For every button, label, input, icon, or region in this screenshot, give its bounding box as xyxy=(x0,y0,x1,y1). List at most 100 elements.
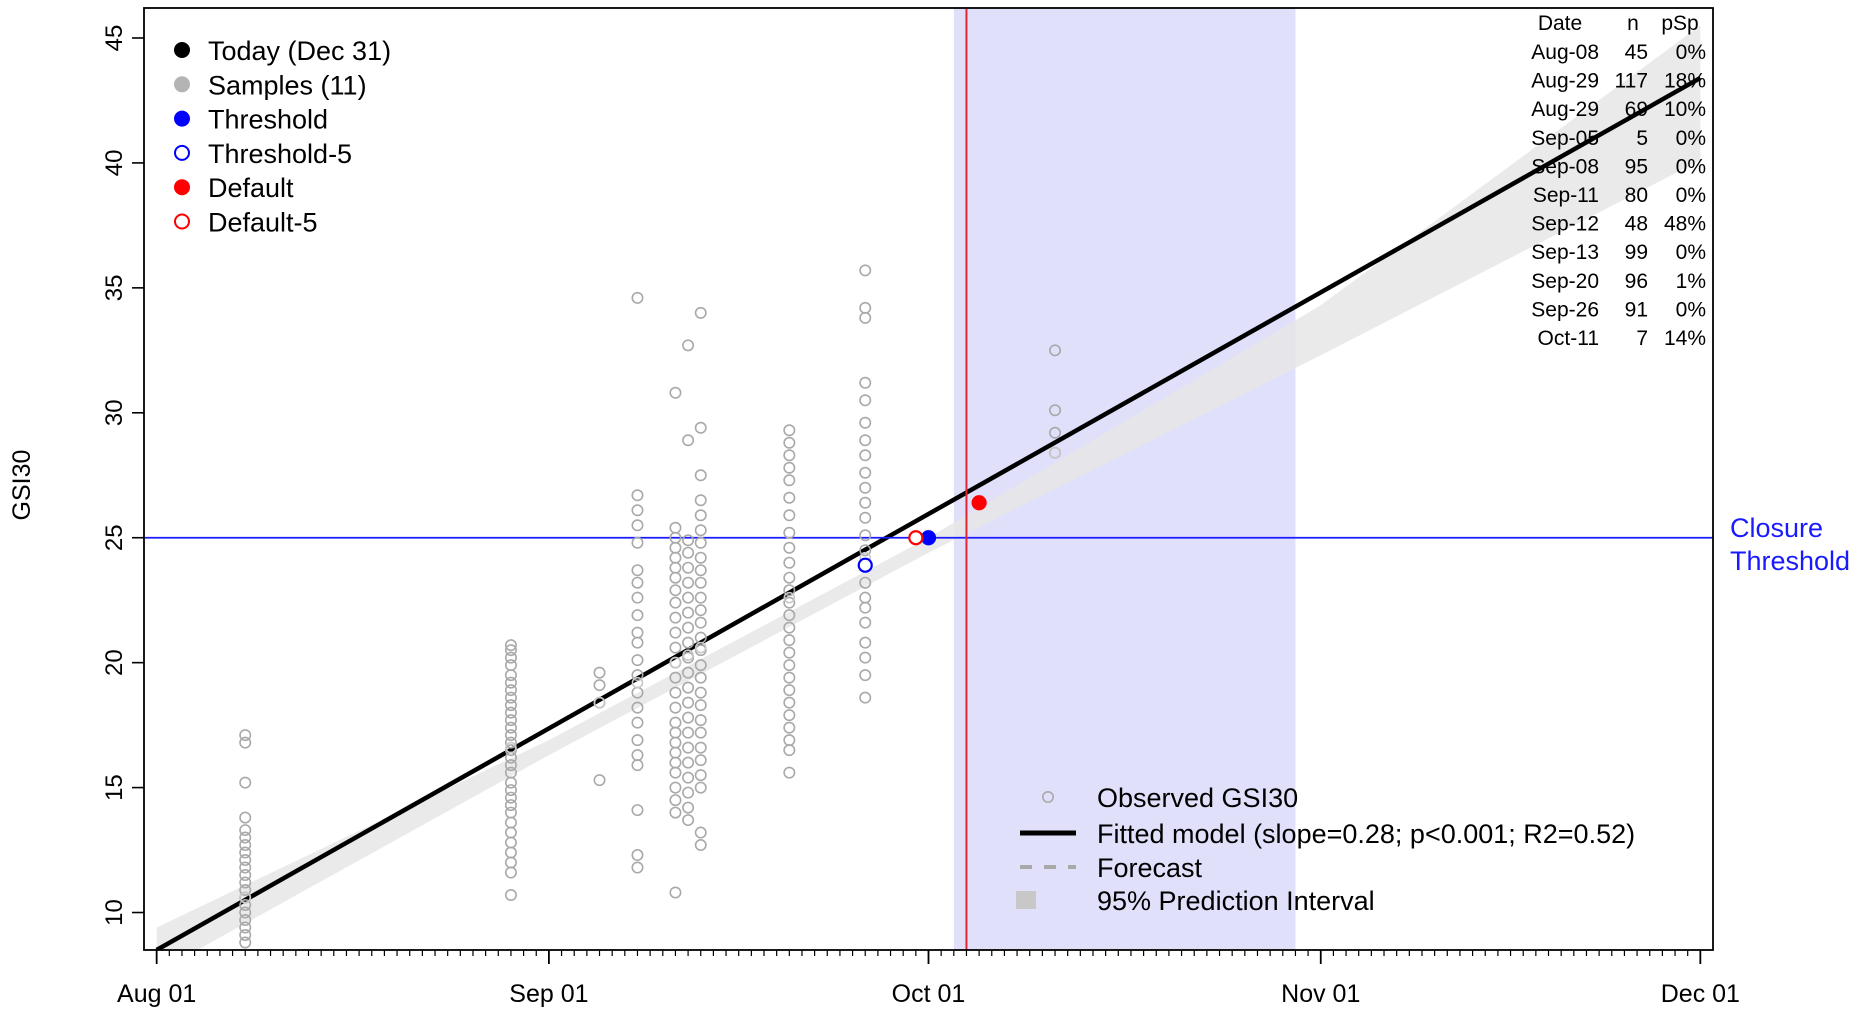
observed-point-2022-09-13-1 xyxy=(694,421,707,434)
table-row-6-n: 48 xyxy=(1625,213,1648,236)
observed-point-2022-09-13-7 xyxy=(694,551,707,564)
legend-marker-2 xyxy=(174,110,190,127)
threshold-5-point xyxy=(857,557,873,573)
table-row-5-n: 80 xyxy=(1625,184,1648,207)
observed-point-2022-09-20-19 xyxy=(783,684,796,697)
observed-point-2022-08-08-8 xyxy=(239,854,252,867)
observed-point-2022-09-11-7 xyxy=(669,584,682,597)
legend-marker-4 xyxy=(174,179,190,196)
observed-point-2022-08-08-15 xyxy=(239,906,252,919)
observed-point-2022-09-26-12 xyxy=(859,529,872,542)
table-row-10-psp: 14% xyxy=(1664,327,1706,350)
legend-marker-0 xyxy=(174,42,190,58)
table-row-3-psp: 0% xyxy=(1676,127,1706,150)
observed-point-2022-08-08-5 xyxy=(239,831,252,844)
observed-point-2022-09-13-3 xyxy=(694,494,707,507)
table-row-8-n: 96 xyxy=(1625,270,1648,293)
table-header-date: Date xyxy=(1538,12,1582,35)
observed-point-2022-09-08-6 xyxy=(631,576,644,589)
observed-point-2022-09-20-1 xyxy=(783,436,796,449)
observed-point-2022-09-12-3 xyxy=(682,546,695,559)
observed-point-2022-09-11-9 xyxy=(669,611,682,624)
fitted-sample-marker-3 xyxy=(631,676,644,689)
observed-point-2022-09-11-19 xyxy=(669,746,682,759)
x-tick-label-2022-12-01: Dec 01 xyxy=(1661,980,1740,1008)
legend-bottom-label-1: Fitted model (slope=0.28; p<0.001; R2=0.… xyxy=(1097,819,1635,849)
observed-point-2022-09-11-21 xyxy=(669,766,682,779)
observed-point-2022-09-20-25 xyxy=(783,766,796,779)
forecast-period-shading xyxy=(953,8,1296,950)
observed-point-2022-09-12-18 xyxy=(682,771,695,784)
observed-point-2022-09-12-4 xyxy=(682,561,695,574)
observed-point-2022-09-20-4 xyxy=(783,474,796,487)
observed-point-2022-09-13-23 xyxy=(694,769,707,782)
table-row-8-date: Sep-20 xyxy=(1531,270,1599,293)
table-row-5-psp: 0% xyxy=(1676,184,1706,207)
observed-point-2022-09-26-9 xyxy=(859,481,872,494)
observed-point-2022-09-26-3 xyxy=(859,376,872,389)
observed-point-2022-09-13-4 xyxy=(694,509,707,522)
observed-point-2022-08-08-2 xyxy=(239,776,252,789)
observed-point-2022-09-08-16 xyxy=(631,734,644,747)
observed-point-2022-09-11-18 xyxy=(669,736,682,749)
observed-point-2022-09-05-1 xyxy=(593,679,606,692)
observed-point-2022-09-13-6 xyxy=(694,536,707,549)
observed-point-2022-08-29-5 xyxy=(504,676,517,689)
table-row-10-n: 7 xyxy=(1636,327,1648,350)
table-row-0-n: 45 xyxy=(1625,41,1648,64)
observed-point-2022-08-08-3 xyxy=(239,811,252,824)
table-row-7-n: 99 xyxy=(1625,241,1648,264)
observed-point-2022-08-29-12 xyxy=(504,729,517,742)
observed-point-2022-09-20-21 xyxy=(783,709,796,722)
observed-point-2022-09-08-14 xyxy=(631,701,644,714)
legend-label-4: Default xyxy=(208,173,294,203)
table-row-4-date: Sep-08 xyxy=(1531,155,1599,178)
observed-point-2022-09-08-1 xyxy=(631,489,644,502)
table-row-1-psp: 18% xyxy=(1664,70,1706,93)
table-row-9-date: Sep-26 xyxy=(1531,298,1599,321)
table-row-6-psp: 48% xyxy=(1664,213,1706,236)
observed-point-2022-09-13-24 xyxy=(694,781,707,794)
observed-point-2022-08-29-6 xyxy=(504,684,517,697)
observed-point-2022-09-13-19 xyxy=(694,714,707,727)
observed-point-2022-09-26-0 xyxy=(859,264,872,277)
observed-point-2022-09-20-7 xyxy=(783,526,796,539)
observed-point-2022-08-29-13 xyxy=(504,736,517,749)
observed-point-2022-08-08-7 xyxy=(239,846,252,859)
observed-point-2022-08-08-0 xyxy=(239,729,252,742)
fitted-sample-marker-4 xyxy=(669,656,682,669)
observed-point-2022-09-12-7 xyxy=(682,606,695,619)
table-row-3-n: 5 xyxy=(1636,127,1648,150)
default-5-point xyxy=(908,530,924,546)
observed-point-2022-09-20-14 xyxy=(783,621,796,634)
observed-point-2022-09-11-1 xyxy=(669,521,682,534)
observed-point-2022-09-11-6 xyxy=(669,571,682,584)
observed-point-2022-09-12-16 xyxy=(682,741,695,754)
observed-point-2022-09-05-0 xyxy=(593,666,606,679)
legend-bottom-marker-0 xyxy=(1042,790,1055,803)
x-tick-label-2022-08-01: Aug 01 xyxy=(117,980,196,1008)
observed-point-2022-09-13-12 xyxy=(694,616,707,629)
table-row-2-date: Aug-29 xyxy=(1531,98,1599,121)
observed-point-2022-08-29-24 xyxy=(504,826,517,839)
threshold-label-line2: Threshold xyxy=(1730,546,1850,576)
observed-point-2022-08-08-1 xyxy=(239,736,252,749)
table-row-8-psp: 1% xyxy=(1676,270,1706,293)
observed-point-2022-09-20-13 xyxy=(783,609,796,622)
legend-marker-3 xyxy=(174,144,190,161)
table-row-7-date: Sep-13 xyxy=(1531,241,1599,264)
observed-point-2022-08-29-26 xyxy=(504,846,517,859)
observed-point-2022-08-29-7 xyxy=(504,691,517,704)
observed-point-2022-09-20-22 xyxy=(783,721,796,734)
observed-point-2022-08-29-1 xyxy=(504,644,517,657)
observed-point-2022-09-13-10 xyxy=(694,591,707,604)
observed-point-2022-09-08-21 xyxy=(631,861,644,874)
observed-point-2022-08-08-11 xyxy=(239,876,252,889)
default-point xyxy=(971,495,987,511)
observed-point-2022-08-08-9 xyxy=(239,861,252,874)
observed-point-2022-09-26-22 xyxy=(859,691,872,704)
observed-point-2022-08-29-9 xyxy=(504,706,517,719)
observed-point-2022-09-20-16 xyxy=(783,646,796,659)
